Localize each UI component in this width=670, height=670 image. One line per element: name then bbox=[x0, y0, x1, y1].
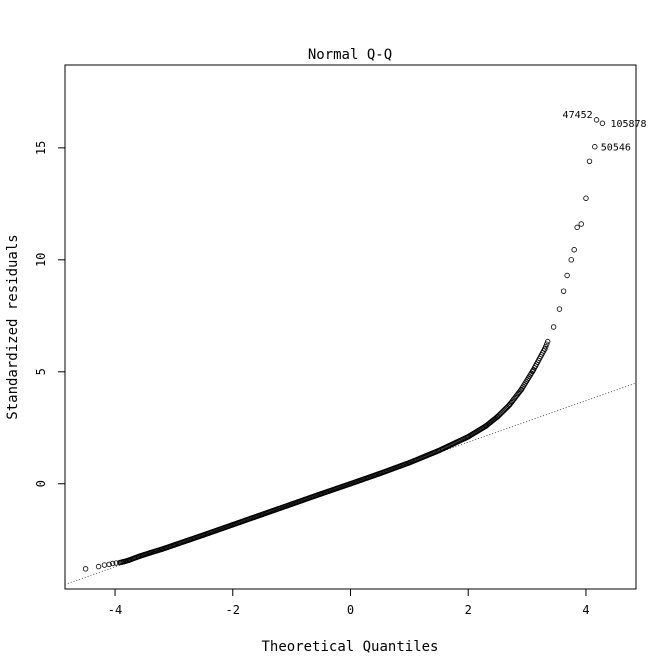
outlier-label: 50546 bbox=[601, 143, 631, 154]
data-point bbox=[583, 195, 589, 201]
data-point bbox=[593, 117, 600, 123]
reference-line bbox=[64, 382, 637, 586]
plot-frame bbox=[64, 64, 637, 590]
data-points bbox=[82, 117, 606, 572]
data-point bbox=[542, 343, 549, 350]
data-point bbox=[556, 306, 563, 312]
y-axis-label: Standardized residuals bbox=[5, 234, 21, 419]
outlier-label: 105878 bbox=[610, 119, 646, 130]
data-point bbox=[568, 257, 574, 263]
y-tick-label: 5 bbox=[34, 368, 48, 375]
data-point bbox=[571, 247, 577, 253]
data-point bbox=[106, 561, 112, 568]
reference-line-layer bbox=[64, 382, 637, 586]
data-point bbox=[95, 563, 102, 570]
data-point bbox=[101, 562, 108, 568]
data-point bbox=[541, 346, 548, 352]
y-tick-label: 0 bbox=[34, 480, 48, 487]
y-tick-label: 10 bbox=[34, 253, 48, 267]
y-axis: 0 5 10 15 bbox=[34, 141, 66, 487]
data-point bbox=[82, 566, 89, 572]
x-axis-label: Theoretical Quantiles bbox=[261, 639, 438, 655]
data-point bbox=[564, 272, 570, 279]
chart-title: Normal Q-Q bbox=[308, 47, 392, 63]
y-tick-label: 15 bbox=[34, 141, 48, 155]
data-point bbox=[599, 120, 606, 126]
data-point bbox=[545, 338, 551, 345]
x-tick-label: -2 bbox=[226, 603, 240, 617]
outlier-labels: 47452 105878 50546 bbox=[563, 110, 647, 154]
data-point bbox=[550, 324, 557, 330]
data-point bbox=[560, 288, 567, 294]
data-point bbox=[592, 144, 598, 150]
outlier-label: 47452 bbox=[563, 110, 593, 121]
x-tick-label: -4 bbox=[108, 603, 122, 617]
x-tick-label: 0 bbox=[347, 603, 354, 617]
data-point bbox=[109, 560, 116, 567]
data-point bbox=[578, 221, 584, 227]
x-tick-label: 2 bbox=[465, 603, 472, 617]
data-point bbox=[586, 158, 593, 164]
x-axis: -4 -2 0 2 4 bbox=[108, 588, 590, 617]
x-tick-label: 4 bbox=[582, 603, 589, 617]
data-point bbox=[574, 224, 580, 231]
data-point bbox=[543, 341, 550, 347]
